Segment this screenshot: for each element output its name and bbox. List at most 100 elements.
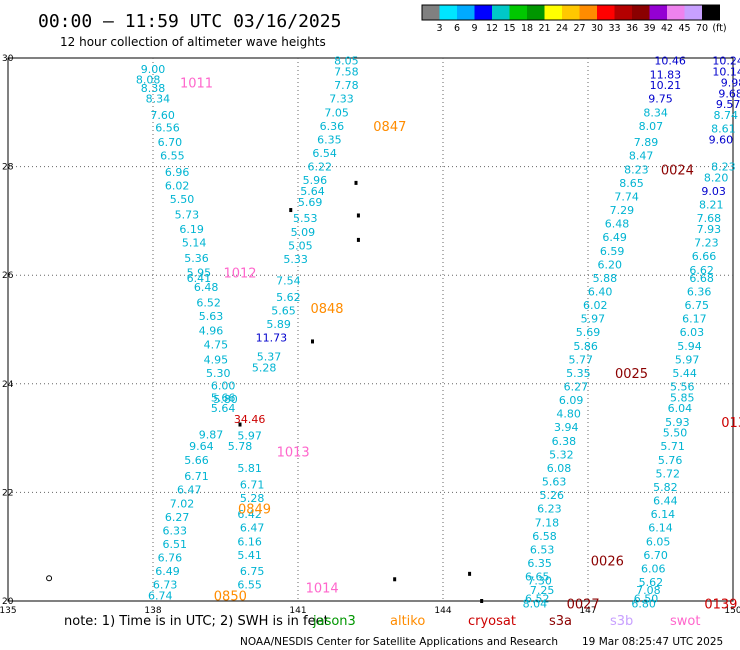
legend-label: 9 [471,23,477,34]
wave-height-label: 5.82 [653,481,678,494]
footer-credit: NOAA/NESDIS Center for Satellite Applica… [240,636,558,648]
pass-time-label: 1013 [277,446,310,461]
wave-height-label: 5.77 [569,353,594,366]
wave-height-label: 8.05 [334,55,359,68]
wave-height-label: 7.05 [324,106,349,119]
wave-height-label: 6.20 [598,258,623,271]
wave-height-label: 6.44 [653,495,678,508]
legend-label: 24 [556,23,568,34]
legend-label: 42 [661,23,673,34]
legend-label: 6 [454,23,460,34]
island [354,180,358,185]
wave-height-label: 5.73 [175,208,200,221]
wave-height-label: 5.71 [660,440,685,453]
wave-height-label: 10.21 [650,79,682,92]
y-tick-label: 24 [2,380,14,390]
wave-height-label: 6.16 [237,535,262,548]
wave-height-label: 6.42 [237,508,262,521]
wave-height-label: 4.80 [556,408,581,421]
axis-labels: 135 138 141 144 147 150 30 28 26 24 22 20 [0,54,740,616]
y-tick-label: 28 [2,163,14,173]
wave-height-label: 6.19 [179,223,204,236]
wave-height-label: 8.21 [699,199,724,212]
island [289,208,293,213]
wave-height-label: 7.23 [694,237,719,250]
wave-height-label: 5.96 [303,174,328,187]
wave-height-label: 5.62 [276,291,301,304]
track-4: 10.46 10.24 11.83 10.14 10.21 9.98 9.75 9.68 8.3… [629,55,740,613]
wave-height-label: 5.66 [184,454,209,467]
legend-label: 36 [626,23,638,34]
satellite-jason3: jason3 [312,614,356,629]
pass-time-label: 0024 [661,163,694,178]
wave-height-label: 6.59 [600,245,625,258]
legend-swatch [649,5,667,20]
legend-frame [421,4,720,21]
wave-height-label: 5.97 [237,429,262,442]
wave-height-label: 9.98 [721,76,740,89]
wave-height-label: 6.06 [641,562,666,575]
wave-height-label: 6.02 [165,180,190,193]
wave-height-label: 5.72 [656,467,681,480]
page-title: 00:00 – 11:59 UTC 03/16/2025 [38,11,341,32]
wave-height-label: 10.46 [654,55,686,68]
wave-height-label: 8.23 [624,163,649,176]
wave-height-label: 6.48 [605,218,630,231]
wave-height-label: 8.38 [141,82,166,95]
legend-swatch [527,5,545,20]
island [238,422,242,427]
wave-height-label: 6.47 [240,522,265,535]
wave-height-label: 9.68 [718,87,740,100]
wave-height-label: 5.80 [213,393,238,406]
legend-swatch [684,5,702,20]
wave-height-label: 6.71 [240,478,265,491]
plot-frame [7,57,734,602]
island [468,571,472,576]
wave-height-label: 8.61 [711,123,736,136]
wave-height-label: 7.25 [530,584,555,597]
pass-time-label: 0138 [721,416,740,431]
wave-height-label: 5.41 [237,549,262,562]
wave-height-label: 5.33 [283,253,308,266]
legend-swatch [509,5,527,20]
wave-height-label: 6.96 [165,166,190,179]
wave-height-label: 8.04 [523,598,548,611]
wave-height-label: 10.24 [712,55,740,68]
wave-height-label: 6.54 [312,147,337,160]
wave-height-label: 7.78 [334,79,359,92]
wave-height-label: 6.75 [685,299,710,312]
pass-time-label: 1012 [223,266,256,281]
wave-height-label: 8.47 [629,150,654,163]
pass-time-label: 0027 [567,598,600,613]
pass-time-label: 1011 [180,76,213,91]
wave-height-label: 8.65 [619,177,644,190]
legend-label: 12 [486,23,498,34]
y-tick-label: 20 [2,597,14,607]
wave-height-label: 6.70 [643,549,668,562]
wave-height-label: 5.63 [199,310,224,323]
wave-height-label: 6.03 [680,326,705,339]
satellite-swot: swot [670,614,700,629]
wave-height-label: 6.52 [196,296,221,309]
wave-height-label: 5.36 [184,252,209,265]
wave-height-label: 5.97 [581,313,606,326]
wave-height-label: 5.28 [252,362,277,375]
x-tick-label: 150 [724,606,740,616]
wave-height-label: 5.65 [271,304,296,317]
island [393,577,397,582]
legend-swatch [614,5,632,20]
wave-height-label: 5.88 [593,272,618,285]
pass-time-label: 0850 [214,590,247,605]
pass-time-label: 0849 [238,503,271,518]
wave-height-label: 5.95 [187,266,212,279]
wave-height-label: 5.63 [542,476,567,489]
legend-label: 70 [696,23,708,34]
x-tick-label: 135 [0,606,17,616]
wave-height-label: 6.02 [583,299,608,312]
wave-height-label: 7.68 [697,212,722,225]
wave-height-label: 8.07 [639,120,664,133]
wave-height-label: 5.64 [211,402,236,415]
wave-height-label: 5.69 [576,326,601,339]
wave-height-label: 5.85 [670,391,695,404]
wave-height-label: 7.02 [170,497,195,510]
